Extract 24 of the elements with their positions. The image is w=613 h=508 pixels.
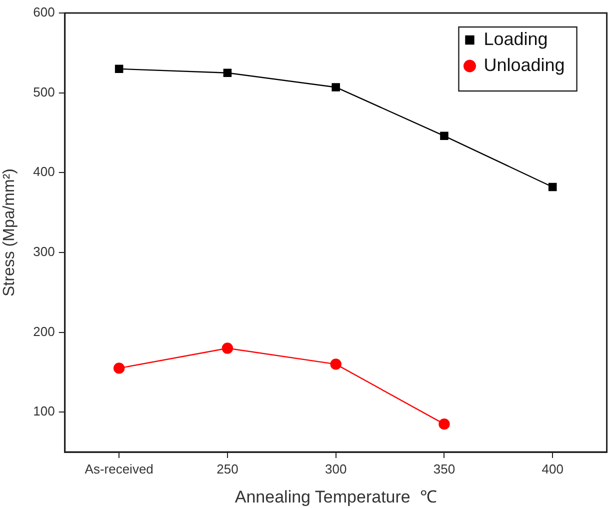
y-tick-label: 400 — [33, 164, 55, 180]
point — [114, 64, 124, 74]
y-tick-label: 200 — [33, 324, 55, 339]
legend-label: Loading — [484, 28, 548, 49]
y-tick-label: 500 — [33, 84, 55, 100]
y-tick-label: 300 — [33, 244, 55, 260]
point — [440, 132, 448, 140]
x-tick-label: 350 — [433, 461, 456, 476]
x-tick-label: 250 — [216, 461, 238, 476]
y-tick-label: 600 — [33, 4, 55, 20]
x-tick-label: 300 — [324, 461, 347, 476]
x-tick-label: As-received — [84, 461, 154, 476]
y-axis-title: Stress (Mpa/mm²) — [1, 168, 18, 296]
y-tick-label: 100 — [33, 404, 55, 419]
point — [223, 68, 232, 77]
point — [330, 358, 342, 370]
point — [332, 83, 340, 92]
x-tick-label: 400 — [542, 461, 564, 476]
point — [113, 362, 125, 374]
x-axis-title: Annealing Temperature ℃ — [234, 487, 437, 506]
legend-label: Unloading — [484, 54, 565, 75]
point — [222, 342, 234, 354]
point — [438, 418, 450, 430]
point — [548, 182, 557, 192]
